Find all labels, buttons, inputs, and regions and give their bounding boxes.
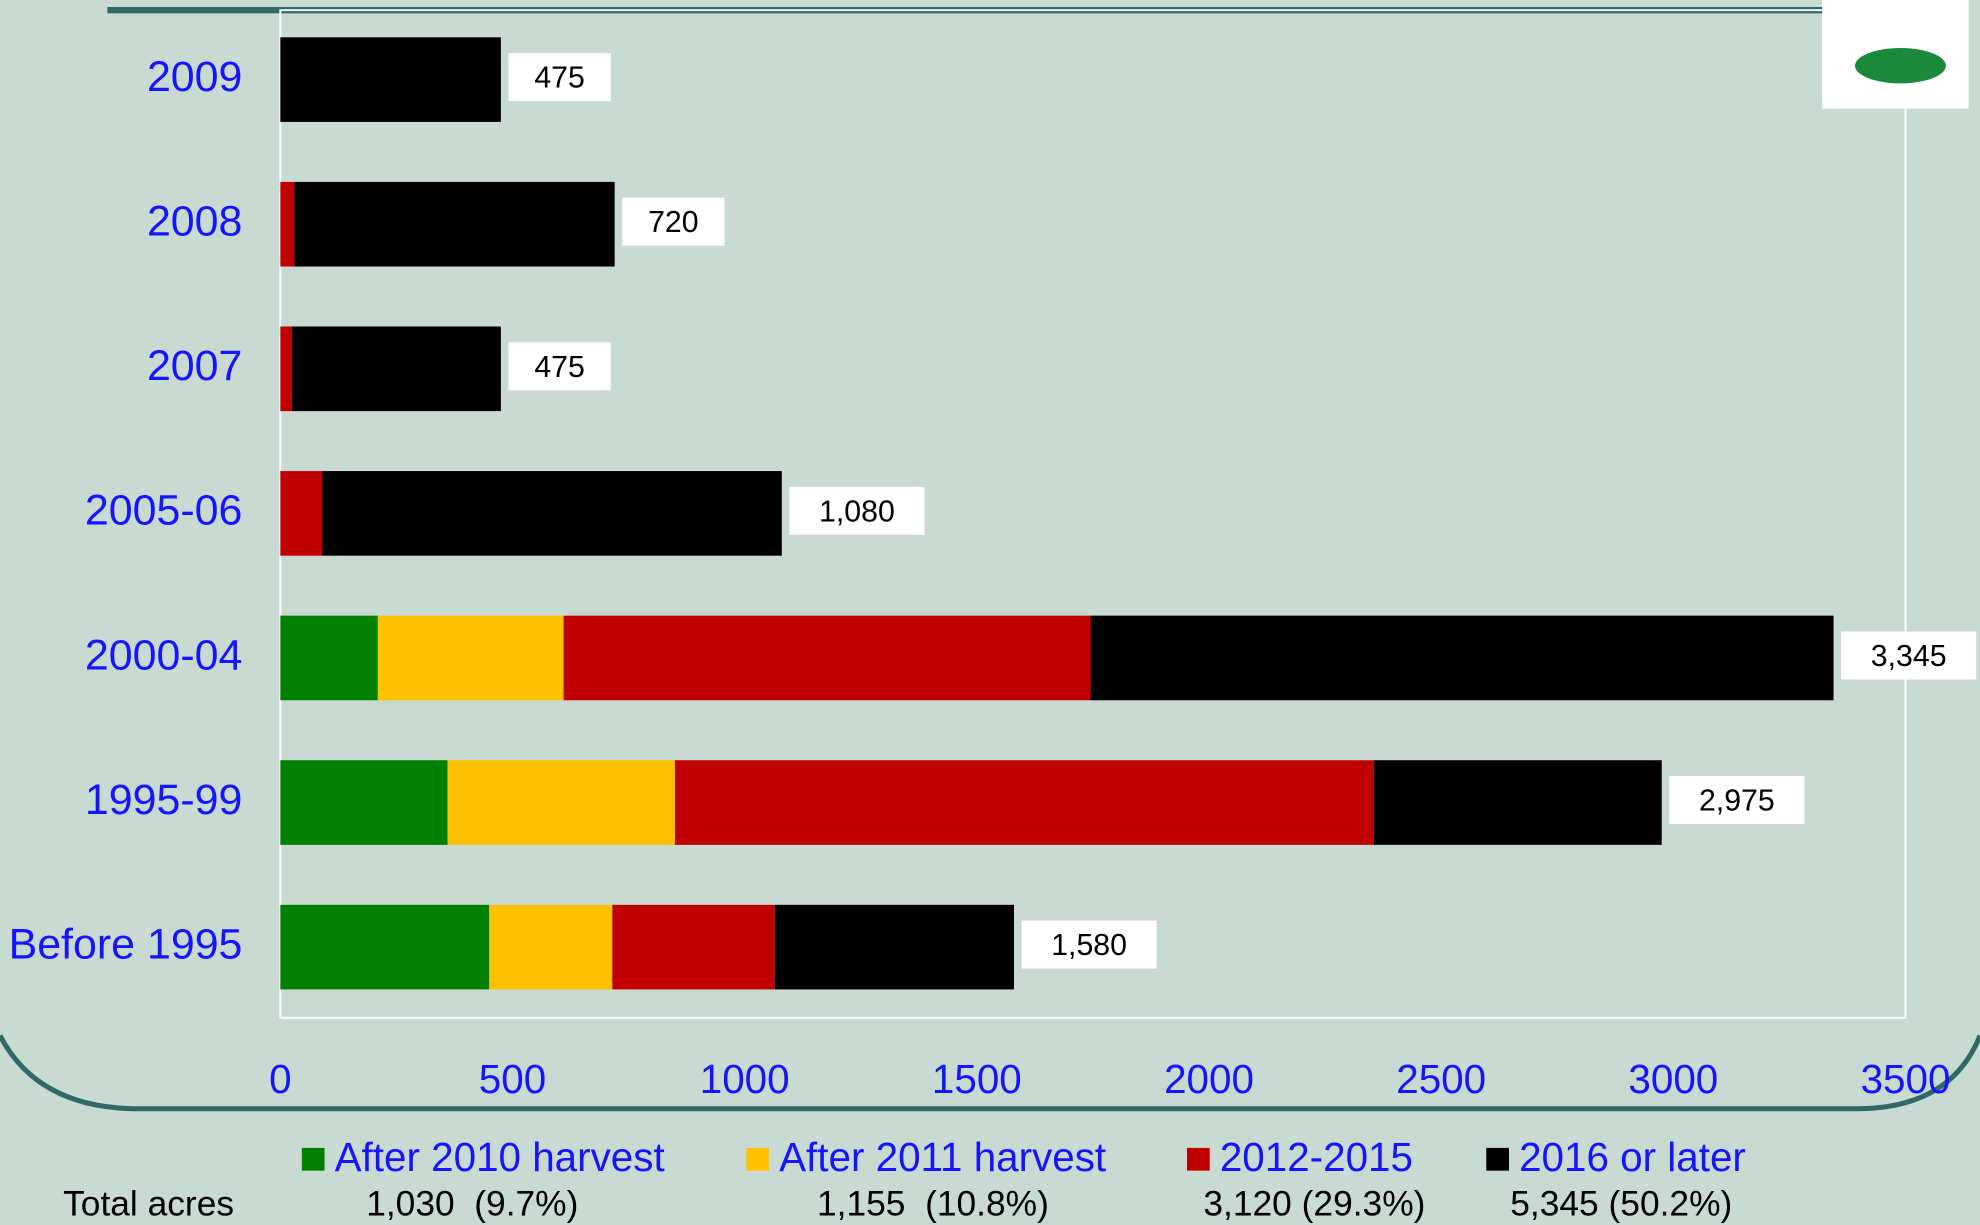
footer-entry: 1,030 (9.7%) [366,1184,578,1223]
y-tick-label: 1995-99 [85,776,243,824]
x-tick-label: 3500 [1861,1056,1951,1102]
y-tick-label: 2008 [147,198,243,246]
x-tick-label: 500 [479,1056,546,1102]
frame-curve [0,1034,1980,1112]
footer-label: Total acres [63,1184,234,1223]
bar-segment [1373,760,1662,845]
bar-segment [280,181,295,267]
bar-segment [280,615,378,701]
x-tick-label: 2500 [1396,1056,1486,1102]
legend-label: After 2010 harvest [335,1134,665,1180]
total-label-box [508,53,611,102]
bar-segment [322,471,782,556]
total-label-box [622,197,725,246]
footer-entry: 3,120 (29.3%) [1203,1184,1425,1223]
logo [1822,0,1969,109]
total-label-box [1021,920,1157,969]
bar-segment [280,37,501,122]
legend-label: After 2011 harvest [779,1134,1106,1180]
bar-segment [489,904,613,990]
legend-label: 2012-2015 [1220,1134,1413,1180]
footer-entry: 1,155 (10.8%) [817,1184,1049,1223]
legend-swatch [1486,1147,1509,1171]
y-tick-label: 2005-06 [85,487,243,535]
legend-swatch [301,1147,325,1171]
bar-segment [1090,615,1834,701]
legend-label: 2016 or later [1519,1134,1746,1180]
x-tick-label: 1500 [932,1056,1022,1102]
bar-segment [774,904,1014,990]
x-tick-label: 2000 [1164,1056,1254,1102]
y-tick-label: 2000-04 [85,631,243,679]
bar-segment [280,326,292,412]
logo-leaf [1854,48,1946,84]
bar-segment [377,615,564,701]
x-tick-label: 0 [269,1056,291,1102]
total-label-box [1841,631,1977,680]
total-label: 475 [534,62,585,95]
total-label-box [789,486,925,535]
legend-swatch [746,1147,770,1171]
bar-segment [675,760,1374,845]
total-label-box [508,342,611,391]
total-label: 475 [534,351,585,384]
bar-segment [291,326,501,412]
footer-entry: 5,345 (50.2%) [1510,1184,1732,1223]
bar-segment [280,471,323,556]
y-tick-label: 2007 [147,342,243,390]
y-tick-label: 2009 [147,53,243,101]
legend-swatch [1186,1147,1210,1171]
bar-segment [280,760,448,845]
bar-segment [563,615,1091,701]
bar-segment [280,904,490,990]
bar-segment [294,181,615,267]
x-tick-label: 1000 [700,1056,790,1102]
x-tick-label: 3000 [1628,1056,1718,1102]
total-label: 2,975 [1699,785,1775,818]
total-label: 720 [648,206,699,239]
y-tick-label: Before 1995 [9,920,243,968]
total-label-box [1669,776,1805,825]
total-label: 3,345 [1871,640,1947,673]
total-label: 1,080 [819,495,895,528]
bar-segment [612,904,775,990]
bar-segment [447,760,676,845]
total-label: 1,580 [1051,929,1127,962]
